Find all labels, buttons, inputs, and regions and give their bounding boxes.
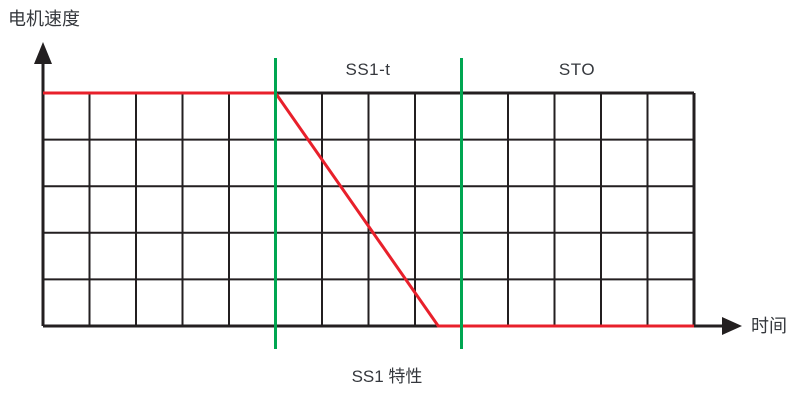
- axes: [34, 42, 742, 335]
- region-label-sto: STO: [558, 60, 596, 79]
- y-axis-label: 电机速度: [8, 9, 80, 29]
- speed-curve: [43, 91, 694, 328]
- series-line: [43, 91, 694, 328]
- figure-caption: SS1 特性: [351, 367, 423, 386]
- grid-lines: [41, 91, 696, 328]
- event-lines: [274, 58, 463, 349]
- x-axis-label: 时间: [751, 316, 787, 336]
- region-label-ss1-t: SS1-t: [345, 60, 391, 79]
